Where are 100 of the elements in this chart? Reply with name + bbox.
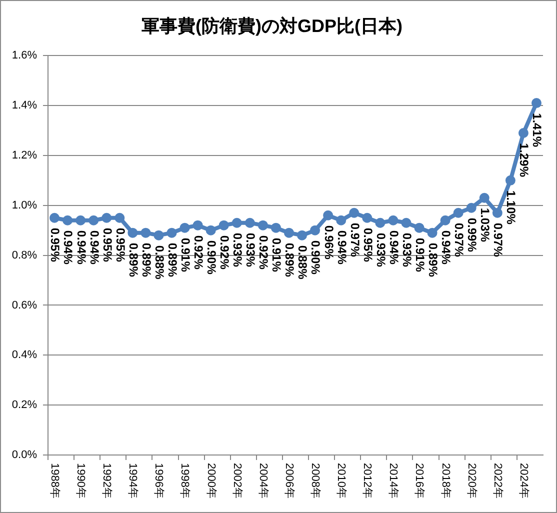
data-label: 0.96% — [322, 225, 336, 260]
point — [62, 215, 73, 226]
y-tick-label: 1.0% — [12, 199, 38, 212]
point — [427, 228, 438, 238]
data-label: 0.88% — [296, 245, 310, 280]
data-label: 0.88% — [152, 245, 166, 280]
y-tick-label: 1.4% — [12, 100, 38, 112]
data-label: 0.94% — [61, 230, 76, 265]
data-label: 1.10% — [504, 190, 518, 225]
x-tick-label: 2000年 — [204, 463, 217, 498]
chart-title: 軍事費(防衛費)の対GDP比(日本) — [142, 16, 402, 36]
point — [166, 228, 177, 238]
data-label: 0.92% — [256, 235, 271, 270]
x-tick-label: 1988年 — [48, 463, 60, 498]
data-label: 0.89% — [282, 242, 297, 278]
point — [128, 228, 138, 238]
point — [297, 230, 308, 240]
point — [180, 222, 190, 233]
x-tick-label: 1998年 — [178, 463, 191, 498]
point — [192, 220, 203, 230]
data-label: 0.92% — [218, 235, 232, 270]
point — [232, 218, 242, 228]
data-label: 0.90% — [308, 240, 323, 275]
x-tick-label: 2024年 — [517, 463, 530, 498]
x-tick-label: 2020年 — [465, 463, 478, 498]
data-label: 0.89% — [126, 242, 140, 278]
data-label: 0.95% — [360, 228, 375, 262]
point — [323, 210, 334, 220]
data-label: 0.94% — [386, 230, 401, 265]
data-label: 0.94% — [74, 230, 88, 265]
point — [206, 225, 216, 236]
x-tick-label: 2018年 — [439, 463, 452, 498]
y-tick-label: 1.2% — [12, 149, 38, 162]
data-label: 0.91% — [270, 238, 284, 272]
point — [531, 98, 542, 108]
point — [270, 222, 281, 233]
point — [375, 218, 386, 228]
point — [154, 230, 164, 240]
data-label: 0.94% — [87, 230, 102, 265]
point — [336, 215, 346, 226]
x-tick-label: 1994年 — [126, 463, 139, 498]
x-tick-label: 2008年 — [309, 463, 322, 498]
data-label: 0.97% — [491, 222, 506, 258]
data-label: 0.93% — [374, 232, 388, 268]
point — [401, 218, 412, 228]
data-label: 0.95% — [100, 228, 114, 262]
x-tick-label: 2006年 — [282, 463, 295, 498]
data-label: 0.91% — [178, 238, 192, 272]
y-tick-label: 0.6% — [12, 299, 38, 312]
data-label: 0.94% — [438, 230, 453, 265]
x-tick-label: 2002年 — [230, 463, 243, 498]
x-tick-label: 2016年 — [413, 463, 426, 498]
point — [362, 212, 372, 223]
point — [492, 208, 502, 218]
y-tick-label: 1.6% — [12, 50, 38, 62]
point — [505, 175, 516, 186]
point — [466, 202, 476, 213]
point — [414, 222, 424, 233]
x-tick-label: 1990年 — [74, 463, 87, 498]
data-label: 0.95% — [48, 228, 62, 262]
data-label: 1.29% — [517, 142, 532, 178]
data-label: 0.90% — [204, 240, 219, 275]
data-label: 0.91% — [412, 238, 427, 272]
y-tick-label: 0.4% — [12, 349, 38, 362]
point — [76, 215, 86, 226]
point — [349, 208, 360, 218]
point — [284, 228, 294, 238]
point — [388, 215, 398, 226]
point — [453, 208, 464, 218]
data-label: 0.93% — [230, 232, 245, 268]
data-label: 0.89% — [426, 242, 440, 278]
data-label: 0.93% — [400, 232, 414, 268]
x-tick-label: 2022年 — [491, 463, 504, 498]
x-tick-label: 1996年 — [152, 463, 165, 498]
y-tick-label: 0.8% — [12, 249, 38, 262]
point — [518, 128, 528, 138]
data-label: 0.92% — [191, 235, 206, 270]
point — [479, 192, 490, 203]
x-tick-label: 2004年 — [256, 463, 269, 498]
point — [88, 215, 99, 226]
point — [258, 220, 268, 230]
x-tick-label: 1992年 — [100, 463, 113, 498]
point — [114, 212, 125, 223]
x-tick-label: 2014年 — [387, 463, 400, 498]
point — [140, 228, 151, 238]
data-label: 1.03% — [478, 208, 492, 242]
data-label: 0.94% — [334, 230, 349, 265]
x-tick-label: 2010年 — [335, 463, 348, 498]
point — [102, 212, 112, 223]
y-tick-label: 0.2% — [12, 399, 38, 412]
point — [50, 212, 60, 223]
data-label: 0.89% — [165, 242, 180, 278]
point — [310, 225, 320, 236]
point — [244, 218, 255, 228]
data-label: 0.97% — [452, 222, 466, 258]
x-tick-label: 2012年 — [361, 463, 374, 498]
data-label: 0.93% — [244, 232, 258, 268]
data-label: 0.89% — [139, 242, 154, 278]
data-label: 1.41% — [530, 113, 544, 148]
y-tick-label: 0.0% — [12, 449, 38, 462]
